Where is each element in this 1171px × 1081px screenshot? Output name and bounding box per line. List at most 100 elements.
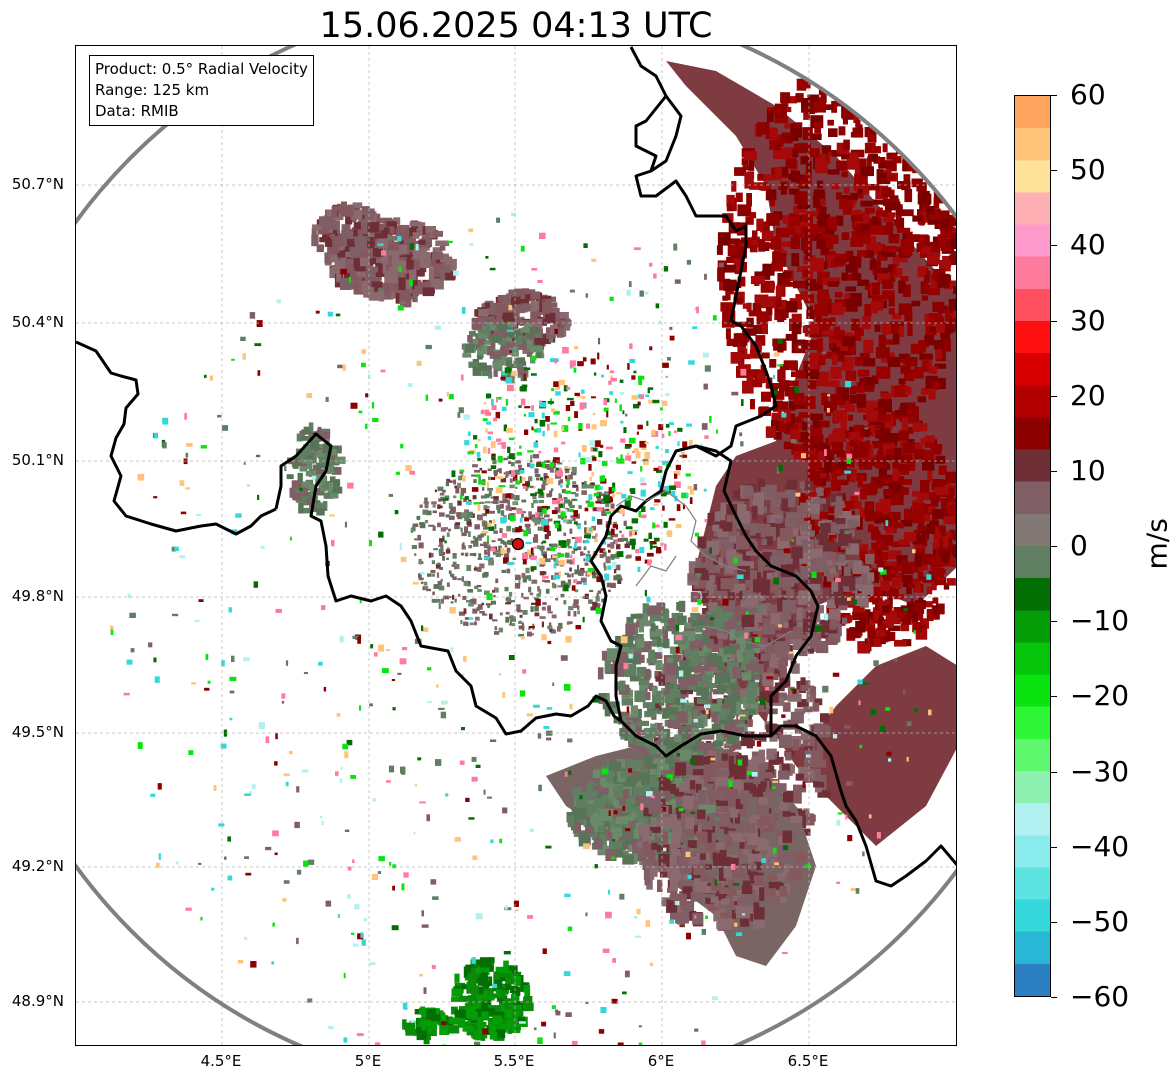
echo-cell — [419, 504, 423, 508]
echo-cell — [788, 360, 798, 370]
echo-cell — [542, 301, 550, 314]
echo-cell — [777, 299, 787, 309]
echo-cell — [358, 218, 367, 226]
echo-cell — [705, 829, 712, 843]
echo-cell — [599, 833, 608, 840]
echo-cell — [473, 621, 477, 626]
echo-cell — [940, 238, 953, 251]
echo-cell — [852, 604, 864, 613]
echo-cell — [650, 623, 656, 632]
echo-cell — [518, 357, 525, 364]
echo-cell — [544, 580, 550, 583]
echo-cell — [499, 612, 503, 616]
echo-cell — [920, 618, 929, 629]
echo-cell — [768, 549, 778, 560]
echo-cell — [431, 560, 435, 565]
echo-cell — [405, 285, 419, 297]
echo-cell — [635, 729, 648, 736]
echo-cell — [686, 806, 697, 817]
echo-cell — [586, 484, 592, 489]
echo-cell — [827, 599, 837, 608]
echo-cell — [810, 686, 817, 699]
echo-cell — [657, 879, 663, 892]
echo-cell — [625, 623, 635, 635]
echo-cell — [856, 393, 867, 408]
echo-cell — [900, 402, 908, 410]
echo-cell — [839, 198, 848, 210]
echo-cell — [689, 639, 702, 648]
echo-cell — [926, 608, 934, 622]
echo-cell — [782, 811, 796, 817]
echo-cell — [611, 557, 615, 560]
echo-cell — [528, 575, 532, 581]
echo-cell — [721, 898, 730, 905]
echo-cell — [431, 501, 437, 505]
echo-cell — [339, 277, 352, 290]
echo-cell — [828, 627, 838, 634]
echo-cell — [467, 531, 471, 537]
echo-cell — [728, 900, 735, 908]
echo-cell — [836, 72, 847, 78]
echo-cell — [633, 649, 642, 656]
echo-cell — [762, 321, 768, 335]
echo-cell — [631, 644, 643, 652]
echo-cell — [499, 500, 503, 504]
echo-cell — [537, 506, 543, 512]
echo-cell — [566, 559, 573, 564]
echo-cell — [493, 499, 499, 504]
echo-cell — [779, 886, 787, 897]
echo-cell — [808, 321, 820, 334]
echo-cell — [822, 145, 832, 153]
echo-cell — [692, 662, 702, 673]
echo-cell — [636, 795, 647, 805]
echo-cell — [860, 558, 869, 565]
echo-cell — [393, 280, 401, 293]
echo-cell — [647, 708, 660, 714]
echo-cell — [610, 582, 616, 588]
echo-cell — [777, 273, 786, 286]
echo-cell — [877, 121, 892, 129]
echo-cell — [766, 561, 775, 574]
echo-cell — [800, 156, 809, 165]
echo-cell — [795, 93, 804, 103]
echo-cell — [923, 449, 935, 460]
echo-cell — [471, 317, 482, 330]
echo-cell — [887, 264, 894, 273]
echo-cell — [829, 568, 836, 574]
echo-cell — [356, 268, 366, 277]
echo-cell — [437, 562, 441, 566]
echo-cell — [311, 227, 317, 235]
echo-cell — [695, 625, 703, 633]
echo-cell — [655, 659, 663, 671]
echo-cell — [655, 691, 665, 702]
echo-cell — [838, 612, 846, 624]
echo-cell — [601, 794, 613, 804]
echo-cell — [845, 589, 856, 600]
echo-cell — [612, 658, 626, 668]
echo-cell — [699, 656, 706, 663]
echo-cell — [722, 295, 728, 301]
echo-cell — [553, 319, 560, 328]
echo-cell — [532, 537, 539, 543]
echo-cell — [887, 100, 895, 111]
echo-cell — [831, 580, 839, 595]
echo-cell — [860, 92, 871, 106]
echo-cell — [932, 525, 941, 535]
echo-cell — [863, 358, 872, 365]
echo-cell — [814, 122, 821, 134]
echo-cell — [789, 213, 799, 223]
echo-cell — [698, 786, 707, 793]
echo-cell — [476, 606, 480, 612]
echo-cell — [871, 458, 879, 466]
echo-cell — [703, 777, 711, 788]
echo-cell — [422, 586, 425, 591]
echo-cell — [753, 907, 765, 920]
echo-cell — [842, 71, 852, 85]
echo-cell — [492, 361, 502, 369]
echo-cell — [477, 348, 484, 358]
echo-cell — [891, 541, 900, 548]
echo-cell — [777, 253, 787, 267]
echo-cell — [518, 334, 523, 340]
radar-map[interactable] — [75, 45, 957, 1046]
echo-cell — [831, 354, 838, 366]
